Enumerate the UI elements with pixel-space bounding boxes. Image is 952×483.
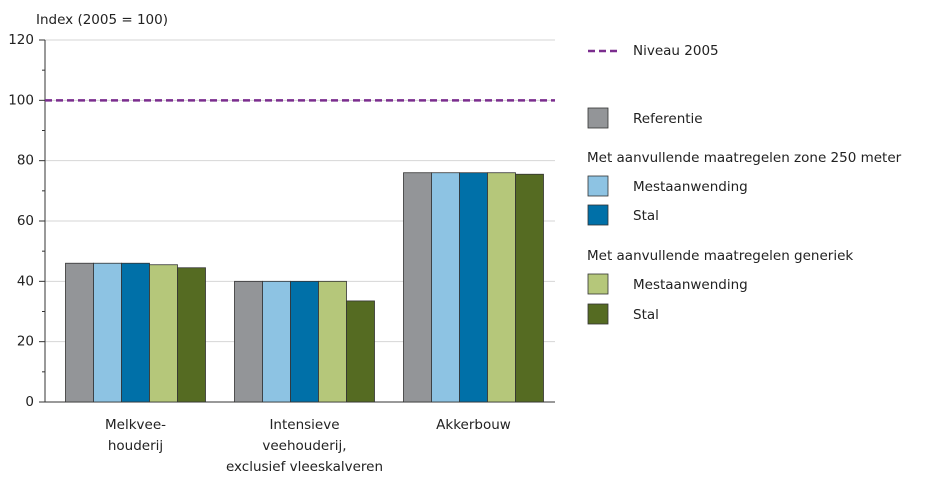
bar (149, 264, 178, 403)
y-tick-label: 20 (17, 334, 34, 350)
bar (431, 172, 460, 403)
legend-heading: Met aanvullende maatregelen generiek (587, 248, 853, 264)
y-tick-label: 80 (17, 153, 34, 169)
bar (262, 280, 291, 403)
bar (459, 172, 488, 403)
x-tick-label: Akkerbouw (436, 417, 511, 433)
x-tick-label: houderij (108, 438, 163, 454)
legend-swatch (587, 175, 609, 197)
bar (487, 172, 516, 403)
legend-swatch (587, 273, 609, 295)
bar (318, 280, 347, 403)
legend-label: Stal (633, 307, 659, 323)
y-axis-label: Index (2005 = 100) (36, 12, 168, 28)
bar (93, 262, 122, 403)
x-tick-label: exclusief vleeskalveren (226, 459, 383, 475)
bar (403, 172, 432, 403)
y-tick-label: 40 (17, 273, 34, 289)
legend-label: Mestaanwending (633, 179, 748, 195)
legend-label: Niveau 2005 (633, 43, 719, 59)
x-tick-label: veehouderij, (262, 438, 346, 454)
legend-swatch (587, 303, 609, 325)
bar (65, 262, 94, 403)
bar (234, 280, 263, 403)
y-tick-label: 60 (17, 213, 34, 229)
bar (121, 262, 150, 403)
x-tick-label: Intensieve (269, 417, 339, 433)
bar (346, 300, 375, 403)
x-tick-label: Melkvee- (105, 417, 166, 433)
legend-label: Referentie (633, 111, 703, 127)
legend-heading: Met aanvullende maatregelen zone 250 met… (587, 150, 902, 166)
legend-label: Stal (633, 208, 659, 224)
bar (290, 280, 319, 403)
y-tick-label: 0 (25, 394, 34, 410)
legend-swatch (587, 107, 609, 129)
legend-label: Mestaanwending (633, 277, 748, 293)
y-tick-label: 100 (8, 92, 34, 108)
legend-swatch (587, 204, 609, 226)
y-tick-label: 120 (8, 32, 34, 48)
bar (515, 173, 544, 403)
bar (177, 267, 206, 403)
